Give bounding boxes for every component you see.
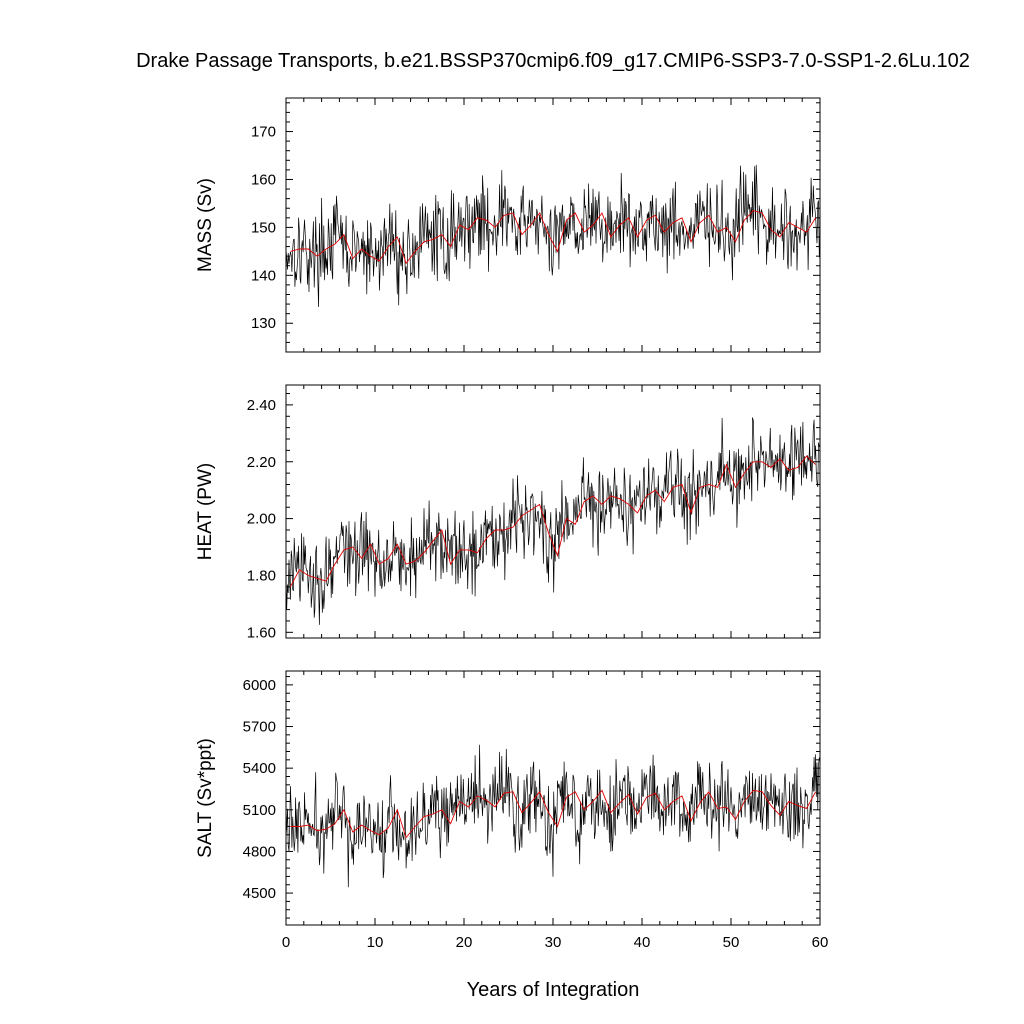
- x-tick-label: 0: [282, 934, 290, 951]
- y-tick-label: 2.20: [247, 454, 276, 471]
- panel-3: 0 10 20 30 40 50 60 4500 4800 5100 5400 5700 6000 SAL…: [195, 670, 829, 951]
- panel-1: 130 140 150 160 170 MASS (Sv): [195, 97, 821, 353]
- y-tick-label: 130: [251, 315, 276, 332]
- y-tick-label: 5400: [243, 760, 276, 777]
- chart-title: Drake Passage Transports, b.e21.BSSP370c…: [136, 50, 970, 72]
- x-tick-label: 20: [456, 934, 473, 951]
- y-tick-label: 5100: [243, 802, 276, 819]
- y-tick-label: 160: [251, 171, 276, 188]
- y-tick-label: 5700: [243, 719, 276, 736]
- y-tick-label: 4800: [243, 843, 276, 860]
- panels: 130 140 150 160 170 MASS (Sv) 1.60 1.80 2.00 2.20…: [195, 97, 829, 951]
- raw-series-line: [285, 744, 820, 888]
- y-tick-label: 6000: [243, 677, 276, 694]
- x-tick-label: 30: [545, 934, 562, 951]
- x-tick-label: 50: [723, 934, 740, 951]
- raw-series-line: [285, 417, 820, 625]
- plot-frame: [285, 384, 821, 639]
- y-tick-label: 2.40: [247, 397, 276, 414]
- smoothed-series-line: [290, 789, 816, 839]
- plot-frame: [285, 97, 821, 353]
- y-tick-label: 140: [251, 267, 276, 284]
- y-axis-label: MASS (Sv): [195, 178, 216, 272]
- smoothed-series-line: [290, 210, 816, 265]
- x-tick-label: 10: [367, 934, 384, 951]
- y-tick-label: 1.60: [247, 624, 276, 641]
- panel-2: 1.60 1.80 2.00 2.20 2.40 HEAT (PW): [195, 384, 821, 641]
- y-axis-label: SALT (Sv*ppt): [195, 738, 216, 858]
- y-tick-label: 4500: [243, 885, 276, 902]
- x-axis-label: Years of Integration: [467, 979, 640, 1001]
- x-tick-label: 40: [634, 934, 651, 951]
- smoothed-series-line: [290, 455, 816, 588]
- y-tick-label: 2.00: [247, 511, 276, 528]
- x-tick-label: 60: [812, 934, 829, 951]
- y-axis-label: HEAT (PW): [195, 463, 216, 560]
- y-tick-label: 170: [251, 124, 276, 141]
- raw-series-line: [285, 164, 820, 308]
- y-tick-label: 150: [251, 219, 276, 236]
- y-tick-label: 1.80: [247, 567, 276, 584]
